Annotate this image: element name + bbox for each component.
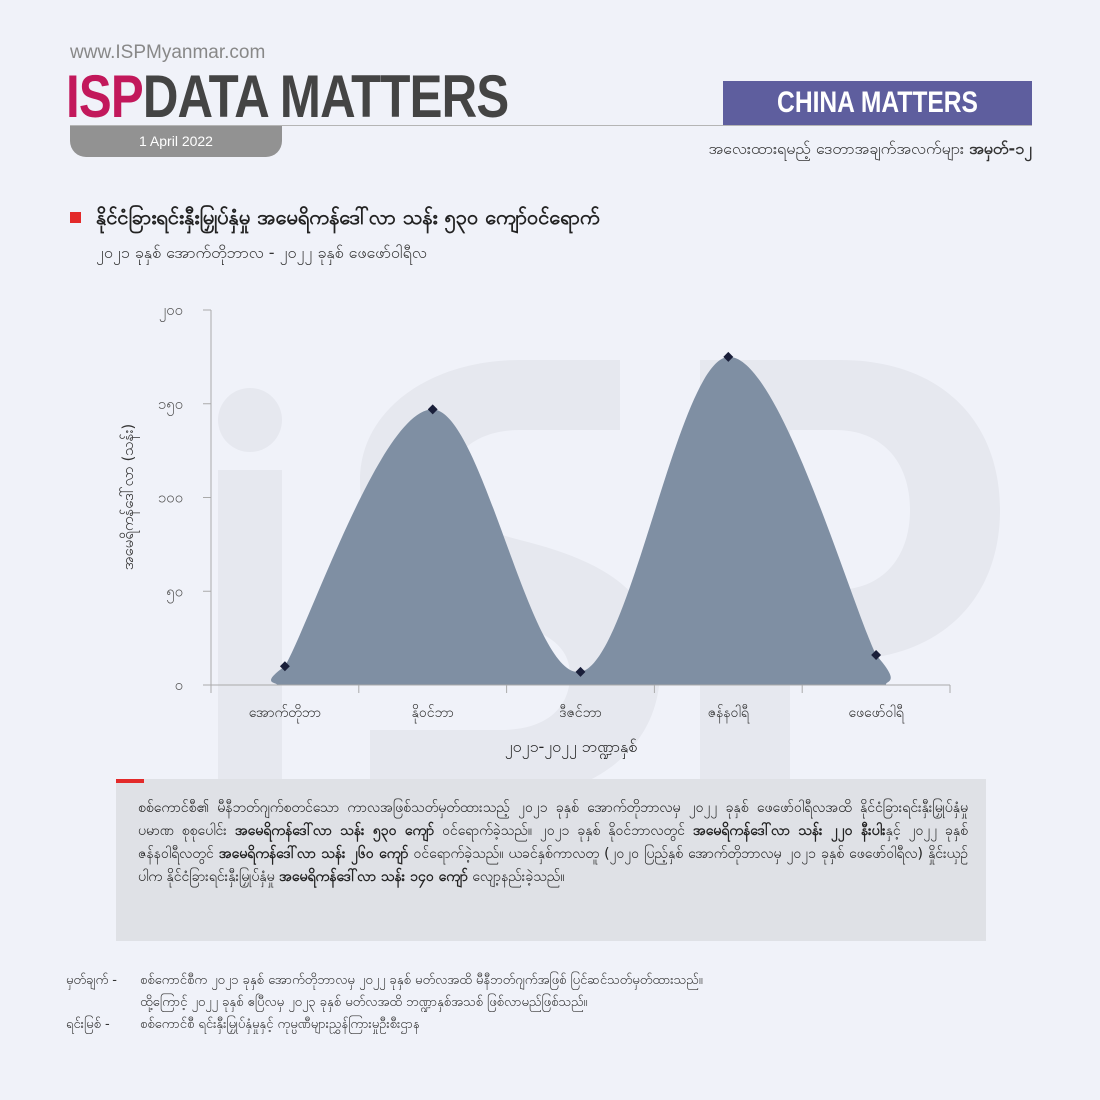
- x-tick-label: ဇန်နဝါရီ: [708, 705, 750, 723]
- footer-source-row: ရင်းမြစ် - စစ်ကောင်စီ ရင်းနှီးမြှုပ်နှံမ…: [66, 1014, 840, 1036]
- footer-notes: မှတ်ချက် - စစ်ကောင်စီက ၂၀၂၁ ခုနှစ် အောက်…: [66, 970, 840, 1036]
- y-tick-label: ၀: [175, 676, 183, 694]
- y-tick-label: ၂၀၀: [159, 301, 183, 322]
- series-label: အလေးထားရမည့် ဒေတာအချက်အလက်များ အမှတ်-၁၂: [708, 138, 1032, 162]
- data-point-marker: [723, 351, 734, 362]
- data-point-marker: [575, 666, 586, 677]
- series-label-text: အလေးထားရမည့် ဒေတာအချက်အလက်များ: [708, 139, 964, 158]
- chart-title: နိုင်ငံခြားရင်းနှီးမြှုပ်နှံမှု အမေရိကန်…: [96, 205, 600, 229]
- section-badge-label: CHINA MATTERS: [777, 86, 978, 119]
- summary-part-3: နှင့် ၂၀၂၂ ခုနှစ် ဇန်နဝါရီလတွင်: [138, 823, 969, 862]
- x-tick-label: အောက်တိုဘာ: [249, 705, 321, 723]
- chart-subtitle: ၂၀၂၁ ခုနှစ် အောက်တိုဘာလ - ၂၀၂၂ ခုနှစ် ဖေ…: [96, 243, 427, 262]
- date-tab: 1 April 2022: [70, 126, 282, 157]
- x-tick-label: ဒီဇင်ဘာ: [559, 705, 602, 721]
- data-point-marker: [427, 404, 438, 415]
- y-tick-label: ၁၀၀: [158, 489, 183, 507]
- area-series: [271, 356, 891, 685]
- summary-part-5: လျော့နည်းခဲ့သည်။: [467, 869, 565, 885]
- data-point-marker: [279, 661, 290, 672]
- footer-source-text: စစ်ကောင်စီ ရင်းနှီးမြှုပ်နှံမှုနှင့် ကုမ…: [140, 1017, 420, 1032]
- summary-part-1: စစ်ကောင်စီ၏ မီနီဘတ်ဂျက်စတင်သော ကာလအဖြစ်သ…: [138, 800, 968, 839]
- x-axis-label: ၂၀၂၁-၂၀၂၂ ဘဏ္ဍာနှစ်: [505, 737, 638, 759]
- x-tick-label: ဖေဖော်ဝါရီ: [848, 705, 904, 723]
- logo-data-matters: DATA MATTERS: [142, 63, 509, 130]
- series-number: အမှတ်-၁၂: [969, 139, 1032, 158]
- isp-logo: ISPDATA MATTERS: [66, 62, 509, 131]
- summary-part-2: ဝင်ရောက်ခဲ့သည်။ ၂၀၂၁ ခုနှစ် နိုဝင်ဘာလတွင…: [434, 823, 693, 839]
- data-point-marker: [871, 650, 882, 660]
- logo-isp: ISP: [66, 63, 144, 130]
- summary-part-4: ဝင်ရောက်ခဲ့သည်။ ယခင်နှစ်ကာလတူ (၂၀၂၀ ပြည့…: [138, 846, 968, 885]
- summary-text: စစ်ကောင်စီ၏ မီနီဘတ်ဂျက်စတင်သော ကာလအဖြစ်သ…: [138, 797, 968, 889]
- x-ticks: အောက်တိုဘာ နိုဝင်ဘာ ဒီဇင်ဘာ ဇန်နဝါရီ ဖေဖော်ဝ…: [210, 685, 951, 723]
- data-markers: [279, 351, 882, 677]
- x-tick-label: နိုဝင်ဘာ: [412, 705, 454, 723]
- footer-note-line-2: ထို့ကြောင့် ၂၀၂၂ ခုနှစ် ဧပြီလမှ ၂၀၂၃ ခုန…: [140, 995, 588, 1010]
- title-bullet: [70, 212, 81, 223]
- y-tick-label: ၁၅၀: [158, 395, 183, 416]
- summary-accent: [116, 779, 144, 783]
- footer-note-line-1: စစ်ကောင်စီက ၂၀၂၁ ခုနှစ် အောက်တိုဘာလမှ ၂၀…: [140, 973, 703, 988]
- summary-highlight-2: အမေရိကန်ဒေါ်လာ သန်း ၂၂၀ နီးပါး: [692, 823, 886, 839]
- section-badge: CHINA MATTERS: [723, 81, 1032, 125]
- summary-highlight-4: အမေရိကန်ဒေါ်လာ သန်း ၁၄၀ ကျော်: [279, 869, 468, 885]
- footer-source-label: ရင်းမြစ် -: [66, 1017, 110, 1032]
- footer-note-row: မှတ်ချက် - စစ်ကောင်စီက ၂၀၂၁ ခုနှစ် အောက်…: [66, 970, 840, 1014]
- footer-note-text: စစ်ကောင်စီက ၂၀၂၁ ခုနှစ် အောက်တိုဘာလမှ ၂၀…: [140, 970, 840, 1014]
- footer-note-label: မှတ်ချက် -: [66, 973, 117, 988]
- website-url: www.ISPMyanmar.com: [70, 42, 266, 63]
- summary-highlight-1: အမေရိကန်ဒေါ်လာ သန်း ၅၃၀ ကျော်: [234, 823, 435, 839]
- y-axis-label: အမေရိကန်ဒေါ်လာ (သန်း): [119, 424, 140, 570]
- summary-highlight-3: အမေရိကန်ဒေါ်လာ သန်း ၂၆၀ ကျော်: [218, 846, 409, 862]
- y-tick-label: ၅၀: [166, 582, 183, 603]
- header-divider: [70, 125, 1032, 126]
- y-ticks: ၀ ၅၀ ၁၀၀ ၁၅၀ ၂၀၀: [158, 301, 211, 694]
- summary-box: စစ်ကောင်စီ၏ မီနီဘတ်ဂျက်စတင်သော ကာလအဖြစ်သ…: [116, 779, 986, 941]
